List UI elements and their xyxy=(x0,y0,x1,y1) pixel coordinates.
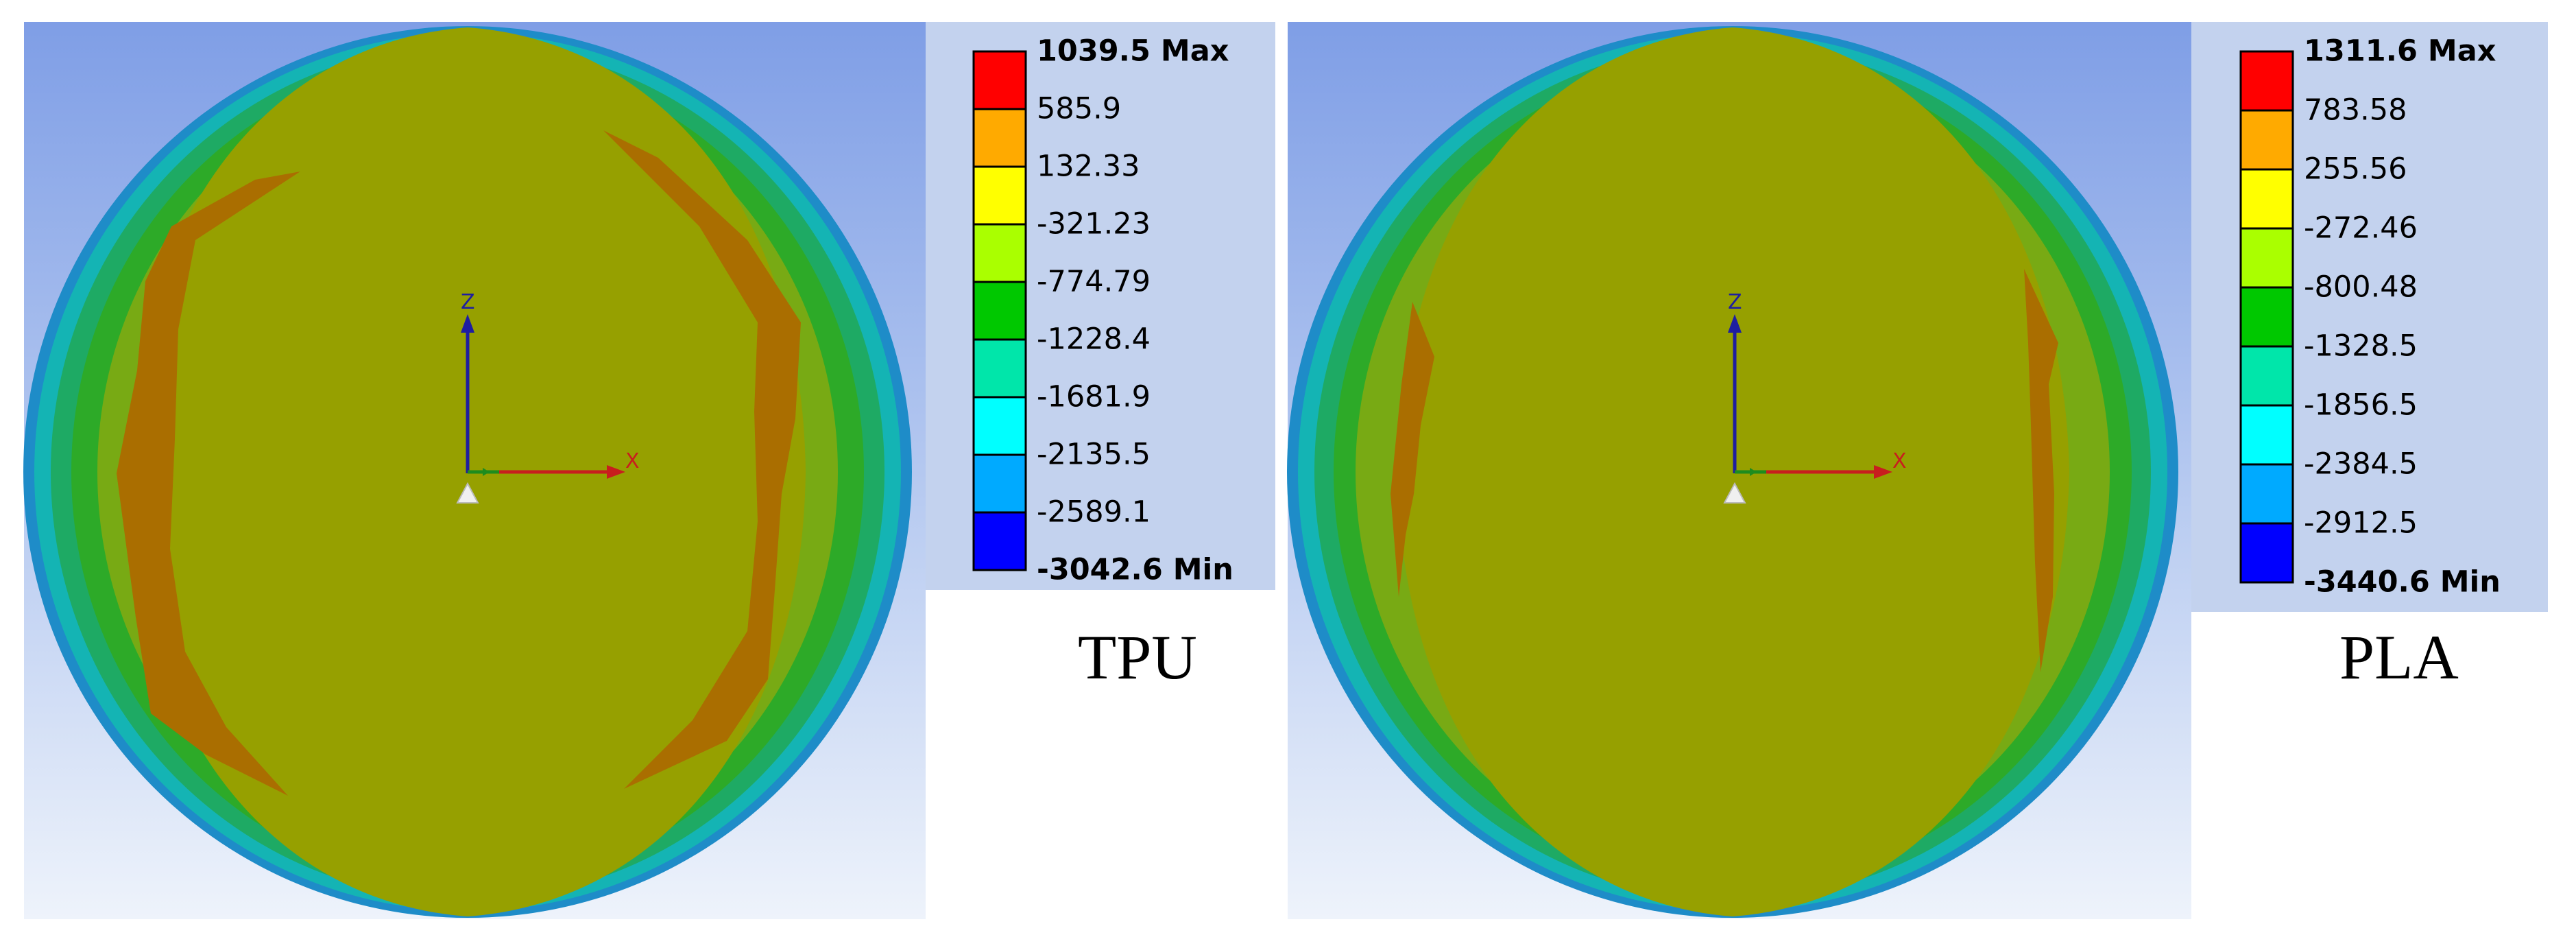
pla-legend-label: -1328.5 xyxy=(2304,329,2418,364)
pla-panel: Z X xyxy=(1287,22,2548,919)
pla-y-arrowhead-icon xyxy=(1750,468,1757,476)
tpu-triad-origin-icon xyxy=(456,482,479,503)
tpu-swatch-5 xyxy=(972,281,1027,341)
tpu-swatch-3 xyxy=(972,165,1027,226)
pla-coordinate-triad: Z X xyxy=(1723,290,1907,503)
pla-legend-label: -800.48 xyxy=(2304,270,2418,305)
pla-x-arrowhead-icon xyxy=(1874,465,1892,479)
pla-hotspot-right xyxy=(2024,269,2058,672)
pla-swatch-4 xyxy=(2239,227,2294,289)
pla-caption: PLA xyxy=(2339,622,2459,692)
tpu-swatch-8 xyxy=(972,453,1027,514)
tpu-legend-label: -2589.1 xyxy=(1037,495,1151,530)
tpu-legend-colorbar xyxy=(926,22,1275,590)
tpu-z-axis-label: Z xyxy=(461,290,475,314)
pla-swatch-8 xyxy=(2239,463,2294,525)
pla-swatch-7 xyxy=(2239,404,2294,466)
pla-swatch-1 xyxy=(2239,50,2294,112)
tpu-swatch-4 xyxy=(972,223,1027,283)
pla-legend-label: -2912.5 xyxy=(2304,506,2418,541)
tpu-legend-label: -2135.5 xyxy=(1037,437,1151,472)
tpu-x-arrowhead-icon xyxy=(607,465,625,479)
pla-z-arrowhead-icon xyxy=(1728,314,1742,333)
tpu-x-axis-label: X xyxy=(625,449,640,473)
pla-swatch-3 xyxy=(2239,168,2294,230)
pla-swatch-5 xyxy=(2239,286,2294,348)
tpu-swatch-6 xyxy=(972,338,1027,399)
pla-legend-label: 255.56 xyxy=(2304,152,2407,187)
pla-swatch-9 xyxy=(2239,522,2294,584)
tpu-legend-label: -1681.9 xyxy=(1037,379,1151,414)
tpu-z-arrowhead-icon xyxy=(461,314,474,333)
tpu-stress-disc xyxy=(23,26,912,918)
tpu-legend-label: 585.9 xyxy=(1037,91,1122,126)
pla-swatch-2 xyxy=(2239,109,2294,171)
tpu-legend-label: 132.33 xyxy=(1037,149,1140,184)
pla-swatch-6 xyxy=(2239,345,2294,407)
pla-legend-label: -272.46 xyxy=(2304,211,2418,246)
pla-legend-label: -1856.5 xyxy=(2304,388,2418,423)
pla-triad-origin-icon xyxy=(1723,482,1746,503)
tpu-panel: Z X xyxy=(23,22,1275,919)
tpu-swatch-7 xyxy=(972,396,1027,456)
pla-z-axis-label: Z xyxy=(1728,290,1742,314)
pla-legend-label: -2384.5 xyxy=(2304,447,2418,482)
pla-x-axis-label: X xyxy=(1892,449,1907,473)
tpu-swatch-2 xyxy=(972,108,1027,168)
tpu-y-arrowhead-icon xyxy=(483,468,490,476)
tpu-legend-label-max: 1039.5 Max xyxy=(1037,34,1229,69)
tpu-coordinate-triad: Z X xyxy=(456,290,640,503)
pla-legend-colorbar xyxy=(2191,22,2548,612)
tpu-hotspot-left xyxy=(117,171,300,796)
pla-hotspot-left xyxy=(1391,302,1434,597)
pla-legend-label-min: -3440.6 Min xyxy=(2304,565,2501,600)
tpu-legend-label-min: -3042.6 Min xyxy=(1037,552,1233,587)
tpu-legend-label: -1228.4 xyxy=(1037,322,1151,357)
tpu-swatch-1 xyxy=(972,50,1027,110)
tpu-hotspot-right xyxy=(603,130,801,789)
pla-stress-disc xyxy=(1287,26,2178,918)
tpu-legend-label: -321.23 xyxy=(1037,206,1151,241)
pla-legend-label: 783.58 xyxy=(2304,93,2407,128)
tpu-caption: TPU xyxy=(1078,622,1197,692)
tpu-legend-label: -774.79 xyxy=(1037,264,1151,299)
tpu-swatch-9 xyxy=(972,511,1027,571)
pla-legend-label-max: 1311.6 Max xyxy=(2304,34,2496,69)
